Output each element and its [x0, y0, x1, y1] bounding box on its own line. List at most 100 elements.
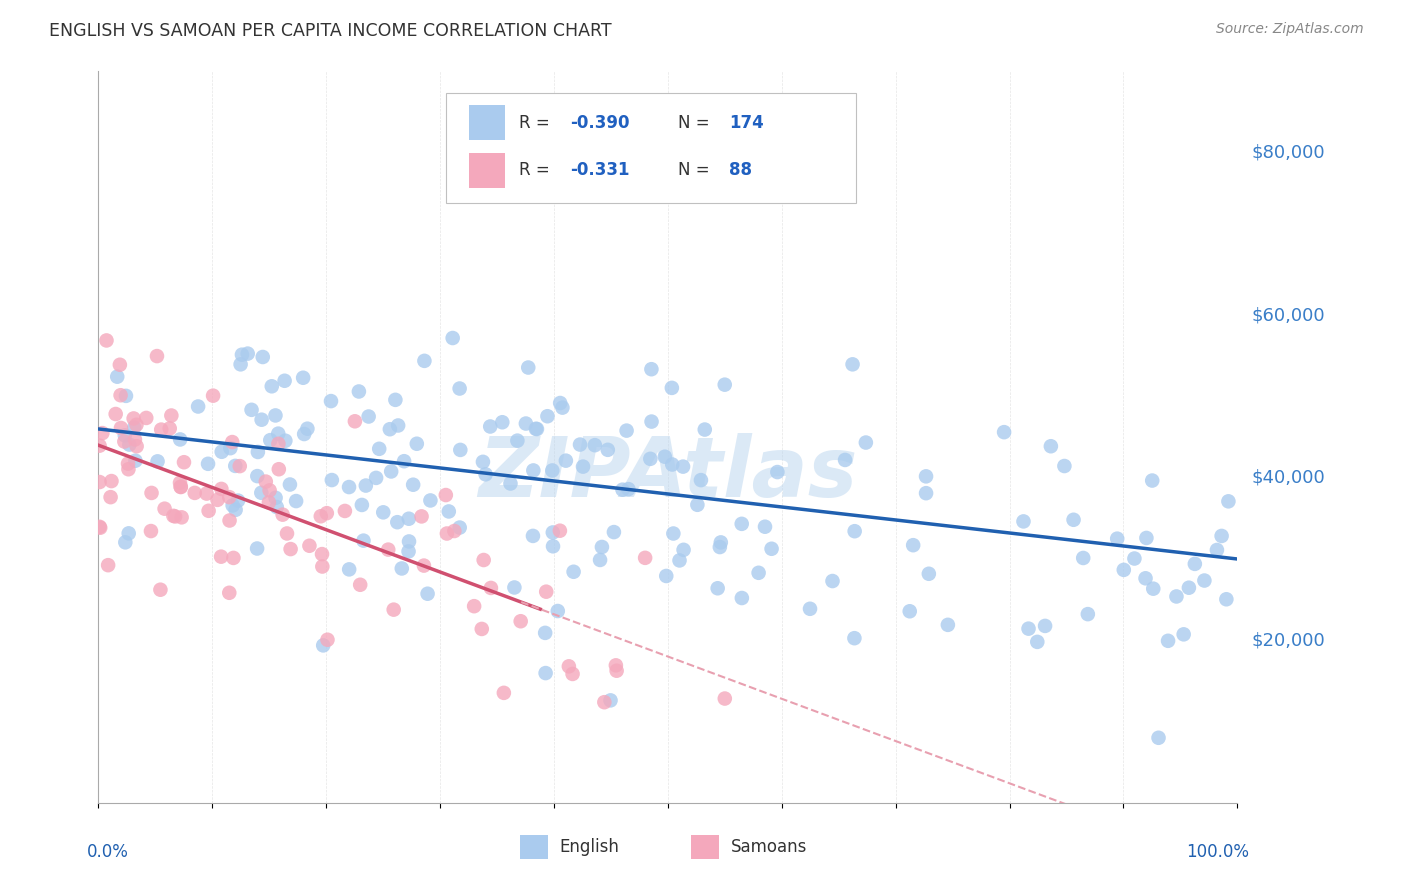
Point [387, 418, 409, 433]
Point [710, 535, 733, 549]
Point [534, 666, 557, 681]
Point [541, 525, 564, 540]
Point [474, 467, 496, 482]
Text: 88: 88 [730, 161, 752, 179]
Point [398, 544, 420, 558]
Point [548, 524, 571, 538]
Point [1173, 627, 1195, 641]
Point [160, 409, 183, 423]
Point [169, 433, 191, 447]
Point [534, 626, 557, 640]
Point [231, 348, 253, 362]
Point [316, 632, 339, 647]
Point [541, 463, 564, 477]
Point [377, 542, 399, 557]
Point [96, 334, 118, 348]
Point [799, 602, 821, 616]
Point [522, 529, 544, 543]
Point [173, 455, 195, 469]
Point [91, 426, 114, 441]
Point [821, 574, 844, 588]
Point [211, 444, 233, 458]
Point [1142, 582, 1164, 596]
Text: -0.390: -0.390 [569, 113, 630, 131]
Point [1194, 574, 1216, 588]
Point [672, 542, 695, 557]
Point [146, 349, 169, 363]
Point [1206, 543, 1229, 558]
Point [169, 475, 191, 490]
Point [368, 442, 391, 456]
Point [1147, 731, 1170, 745]
Point [492, 686, 515, 700]
Point [319, 394, 342, 409]
Point [634, 550, 657, 565]
Point [89, 439, 111, 453]
Point [209, 482, 232, 496]
Text: -0.331: -0.331 [569, 161, 630, 179]
Point [260, 379, 283, 393]
Point [551, 401, 574, 415]
Point [714, 691, 737, 706]
Text: English: English [560, 838, 620, 855]
Point [509, 614, 531, 628]
Point [267, 462, 290, 476]
Point [170, 480, 193, 494]
Point [1142, 474, 1164, 488]
Point [246, 445, 269, 459]
Point [515, 417, 537, 431]
Point [1166, 590, 1188, 604]
Point [139, 524, 162, 538]
Point [517, 360, 540, 375]
Point [1026, 635, 1049, 649]
Point [125, 439, 148, 453]
Point [219, 441, 242, 455]
Point [259, 483, 281, 498]
Point [197, 457, 219, 471]
Point [117, 462, 139, 476]
Point [114, 535, 136, 549]
Point [391, 561, 413, 575]
Point [748, 566, 770, 580]
Point [413, 354, 436, 368]
Point [274, 434, 297, 448]
Point [844, 631, 866, 645]
Point [357, 409, 380, 424]
Point [309, 509, 332, 524]
Point [311, 547, 333, 561]
Point [250, 413, 273, 427]
Point [267, 426, 290, 441]
Point [449, 520, 471, 534]
Point [441, 331, 464, 345]
Point [434, 488, 457, 502]
Point [266, 500, 288, 514]
Point [321, 473, 343, 487]
Point [599, 693, 621, 707]
Text: N =: N = [678, 161, 716, 179]
Text: $60,000: $60,000 [1251, 306, 1324, 324]
Point [402, 477, 425, 491]
Point [100, 474, 122, 488]
Point [118, 526, 141, 541]
Point [122, 411, 145, 425]
Point [382, 602, 405, 616]
Point [471, 455, 494, 469]
Point [436, 526, 458, 541]
Bar [520, 835, 548, 859]
Point [901, 538, 924, 552]
Text: ZIPAtlas: ZIPAtlas [478, 434, 858, 514]
Point [605, 658, 627, 673]
Point [1135, 571, 1157, 585]
Point [593, 695, 616, 709]
Point [264, 409, 287, 423]
Point [150, 423, 173, 437]
Point [108, 358, 131, 372]
Point [583, 438, 606, 452]
Point [312, 639, 335, 653]
Point [596, 442, 619, 457]
Point [195, 486, 218, 500]
Point [1107, 532, 1129, 546]
Point [380, 465, 402, 479]
Point [655, 569, 678, 583]
Point [1018, 622, 1040, 636]
